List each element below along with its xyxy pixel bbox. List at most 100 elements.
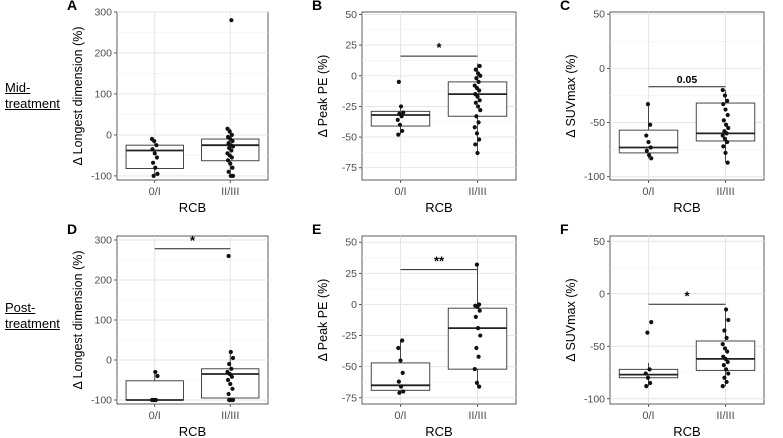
- data-point: [227, 361, 232, 367]
- data-point: [648, 380, 653, 386]
- data-point: [225, 158, 231, 163]
- panel-d: -100 0 100 200 300 0/I II/III RCB Δ Longest dime…: [67, 221, 269, 438]
- data-point: [229, 132, 234, 138]
- data-point: [477, 88, 482, 93]
- data-point: [230, 165, 235, 170]
- data-point: [723, 356, 728, 361]
- y-tick-label: 300: [94, 235, 112, 247]
- data-point: [720, 342, 725, 347]
- significance-label: **: [434, 254, 445, 269]
- data-point: [721, 144, 726, 149]
- y-axis-title: Δ Longest dimension (%): [71, 251, 85, 390]
- row-label-mid-line2: treatment: [5, 96, 60, 111]
- data-point: [643, 371, 648, 376]
- data-point: [229, 366, 234, 371]
- data-point: [401, 110, 406, 115]
- y-tick-label: 0: [351, 299, 357, 311]
- y-axis-title: Δ Peak PE (%): [316, 279, 330, 362]
- y-axis-title: Δ Longest dimension (%): [71, 27, 85, 166]
- data-point: [720, 384, 725, 389]
- data-point: [151, 173, 156, 179]
- data-point: [725, 112, 730, 118]
- data-point: [229, 148, 234, 153]
- data-point: [226, 169, 231, 174]
- data-point: [396, 379, 401, 384]
- data-point: [398, 384, 404, 389]
- data-point: [396, 132, 401, 137]
- y-tick-label: 50: [345, 9, 357, 21]
- x-tick-label: 0/I: [394, 186, 406, 198]
- y-tick-label: 200: [94, 275, 112, 287]
- data-point: [724, 379, 729, 385]
- data-point: [472, 367, 477, 372]
- panel-label: F: [560, 221, 569, 237]
- panel-label: E: [312, 221, 321, 237]
- data-point: [230, 138, 235, 144]
- x-axis-title: RCB: [425, 200, 452, 215]
- data-point: [723, 107, 728, 112]
- data-point: [723, 367, 729, 372]
- data-point: [230, 355, 236, 361]
- significance-label: *: [436, 40, 442, 55]
- data-point: [153, 369, 158, 375]
- x-axis-title: RCB: [425, 424, 452, 438]
- data-point: [474, 380, 480, 385]
- data-point: [225, 377, 231, 383]
- data-point: [396, 79, 401, 84]
- panel-label: A: [67, 0, 77, 13]
- data-point: [400, 370, 405, 375]
- data-point: [226, 253, 231, 259]
- y-tick-label: -100: [584, 393, 605, 405]
- y-tick-label: -25: [342, 101, 357, 113]
- panel-f: -100 -50 0 50 0/I II/III RCB Δ SUVmax (%) F *: [560, 221, 765, 438]
- y-tick-label: 50: [345, 237, 357, 249]
- significance-label: *: [684, 288, 690, 303]
- data-point: [478, 73, 483, 78]
- data-point: [477, 308, 482, 313]
- x-axis-title: RCB: [179, 200, 206, 215]
- y-tick-label: -75: [342, 162, 357, 174]
- y-tick-label: 25: [345, 40, 357, 52]
- data-point: [228, 161, 233, 166]
- data-point: [151, 160, 156, 165]
- y-tick-label: -100: [91, 395, 112, 407]
- data-point: [228, 381, 233, 387]
- row-label-mid-line1: Mid-: [5, 80, 31, 95]
- data-point: [395, 117, 400, 123]
- data-point: [721, 363, 726, 368]
- data-point: [722, 346, 728, 351]
- x-tick-label: 0/I: [394, 410, 406, 422]
- panel-label: D: [67, 221, 77, 237]
- data-point: [645, 375, 651, 380]
- data-point: [726, 317, 731, 323]
- data-point: [230, 173, 236, 179]
- x-axis-title: RCB: [179, 424, 206, 438]
- data-point: [396, 345, 401, 351]
- data-point: [400, 338, 405, 343]
- x-axis-title: RCB: [673, 424, 700, 438]
- y-tick-label: 100: [94, 315, 112, 327]
- data-point: [720, 133, 725, 138]
- y-tick-label: -50: [342, 361, 357, 373]
- data-point: [227, 129, 232, 134]
- data-point: [476, 354, 481, 359]
- data-point: [722, 136, 728, 141]
- data-point: [230, 144, 236, 149]
- data-point: [152, 138, 157, 144]
- data-point: [725, 349, 730, 354]
- data-point: [475, 150, 480, 156]
- y-axis-title: Δ SUVmax (%): [564, 278, 578, 361]
- y-tick-label: 0: [599, 288, 605, 300]
- y-tick-label: 0: [351, 70, 357, 82]
- y-tick-label: 50: [593, 9, 605, 21]
- data-point: [225, 126, 230, 131]
- data-point: [230, 386, 235, 391]
- data-point: [155, 373, 160, 379]
- data-point: [227, 397, 232, 403]
- y-axis-title: Δ SUVmax (%): [564, 54, 578, 137]
- data-point: [722, 93, 728, 98]
- y-tick-label: -50: [342, 132, 357, 144]
- y-tick-label: 300: [94, 7, 112, 19]
- data-point: [644, 148, 649, 153]
